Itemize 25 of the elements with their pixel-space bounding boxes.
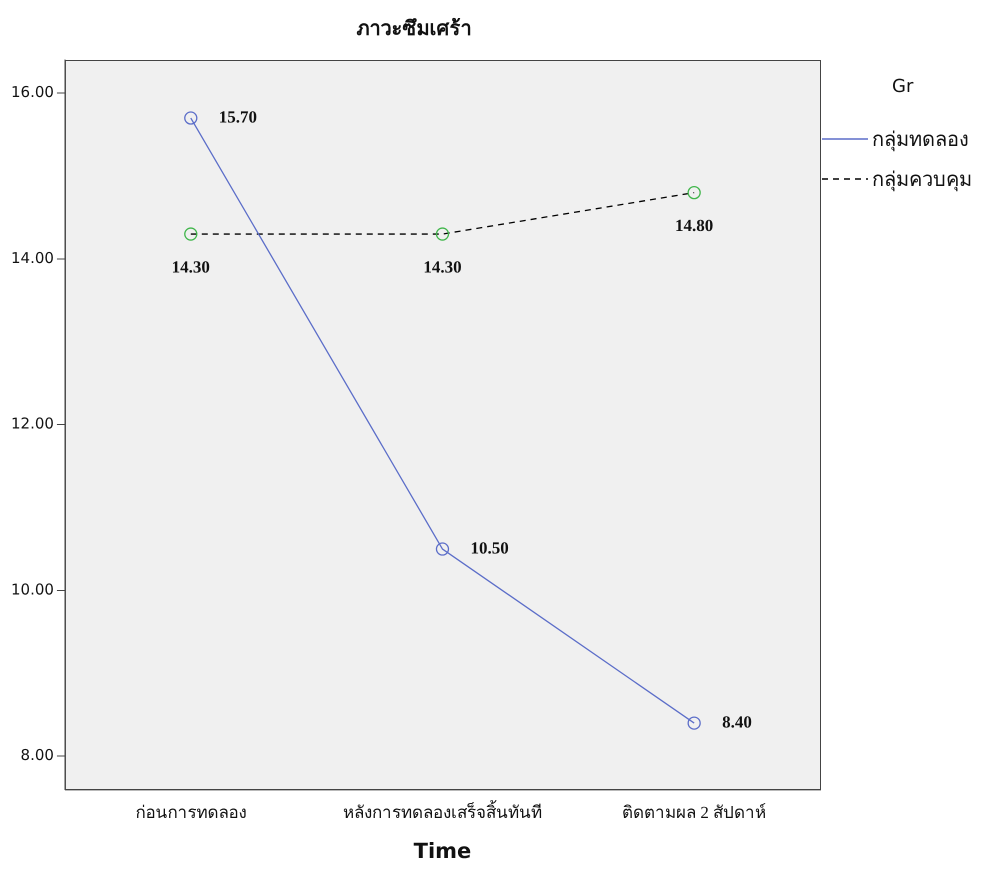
legend-label: กลุ่มควบคุม [872, 166, 972, 194]
data-label: 8.40 [722, 712, 752, 732]
legend-title: Gr [892, 76, 914, 97]
data-label: 14.30 [172, 257, 210, 276]
y-tick-label: 10.00 [10, 580, 54, 598]
point [688, 716, 701, 730]
point [436, 227, 450, 241]
point [184, 111, 198, 125]
point [436, 542, 450, 556]
data-label: 14.30 [423, 257, 462, 276]
data-label: 15.70 [218, 107, 258, 126]
y-tick-label: 8.00 [20, 746, 54, 764]
data-label: 10.50 [470, 538, 509, 558]
x-tick-label: ติดตามผล 2 สัปดาห์ [622, 803, 766, 822]
chart-title: ภาวะซึมเศร้า [356, 17, 472, 40]
point [184, 227, 198, 241]
y-tick-label: 14.00 [10, 248, 54, 267]
point [688, 186, 701, 200]
legend-label: กลุ่มทดลอง [872, 126, 969, 154]
x-tick-label: ก่อนการทดลอง [135, 803, 246, 822]
x-tick-label: หลังการทดลองเสร็จสิ้นทันที [342, 800, 542, 822]
x-axis-title: Time [414, 838, 472, 863]
y-tick-label: 12.00 [10, 414, 54, 433]
data-label: 14.80 [675, 216, 714, 236]
y-tick-label: 16.00 [10, 83, 54, 102]
